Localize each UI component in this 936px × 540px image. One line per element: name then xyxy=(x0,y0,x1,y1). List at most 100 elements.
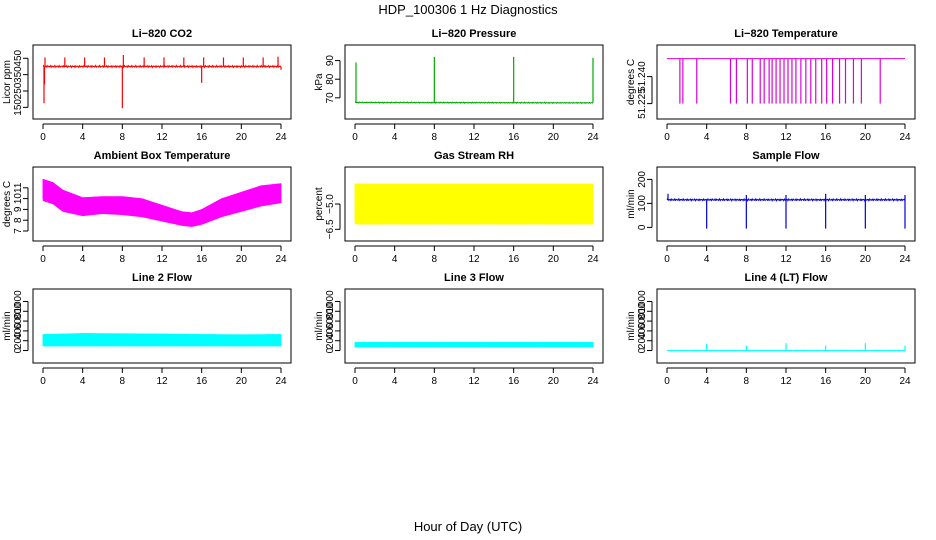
x-tick-label: 16 xyxy=(508,254,520,265)
data-series xyxy=(42,178,282,227)
y-tick-label: 200 xyxy=(637,332,648,349)
series-texture xyxy=(42,179,282,227)
y-axis-label: percent xyxy=(314,187,325,221)
y-tick-label: 400 xyxy=(13,322,24,339)
panel-title: Gas Stream RH xyxy=(434,150,514,162)
x-tick-label: 0 xyxy=(352,376,358,387)
y-tick-label: 800 xyxy=(325,302,336,319)
y-axis: 70 80 90 xyxy=(325,55,341,104)
y-tick-label: 350 xyxy=(13,66,24,83)
figure-x-axis-label: Hour of Day (UTC) xyxy=(414,519,522,534)
x-tick-label: 16 xyxy=(196,254,208,265)
panel-3: Li−820 Temperature degrees C 0 4 8 12 16 20 24 51… xyxy=(626,28,916,143)
data-series xyxy=(354,341,594,348)
plot-frame xyxy=(656,44,916,120)
y-tick-label: 1000 xyxy=(325,290,336,313)
series-texture xyxy=(42,333,282,347)
data-series xyxy=(666,343,906,352)
y-axis: 0 100 200 xyxy=(637,171,653,230)
y-tick-label: 600 xyxy=(325,312,336,329)
y-tick-label: 0 xyxy=(13,347,24,353)
panel-2: Li−820 Pressure kPa 0 4 8 12 16 20 24 70 80 90 xyxy=(314,28,604,143)
series-texture xyxy=(354,342,594,348)
y-tick-label: 1000 xyxy=(637,290,648,313)
x-tick-label: 16 xyxy=(508,376,520,387)
x-tick-label: 24 xyxy=(899,132,911,143)
plot-frame xyxy=(32,288,292,364)
y-tick-label: −6.5 xyxy=(325,219,336,239)
y-tick-label: 150 xyxy=(13,99,24,116)
x-tick-label: 20 xyxy=(548,254,560,265)
panel-title: Li−820 Temperature xyxy=(734,28,837,40)
y-tick-label: 9 xyxy=(13,206,24,212)
plot-frame xyxy=(656,166,916,242)
x-tick-label: 0 xyxy=(40,132,46,143)
x-axis: 0 4 8 12 16 20 24 xyxy=(664,123,911,143)
x-tick-label: 4 xyxy=(80,254,86,265)
y-axis-label: ml/min xyxy=(626,189,637,218)
x-tick-label: 24 xyxy=(275,376,287,387)
x-tick-label: 16 xyxy=(820,254,832,265)
x-tick-label: 20 xyxy=(548,376,560,387)
y-axis-label: ml/min xyxy=(2,311,13,340)
y-axis-label: ml/min xyxy=(314,311,325,340)
y-tick-label: 0 xyxy=(637,224,648,230)
y-axis-label: kPa xyxy=(314,73,325,91)
x-axis: 0 4 8 12 16 20 24 xyxy=(352,367,599,387)
x-tick-label: 0 xyxy=(352,132,358,143)
y-tick-label: 200 xyxy=(13,332,24,349)
x-axis: 0 4 8 12 16 20 24 xyxy=(40,123,287,143)
y-tick-label: 90 xyxy=(325,55,336,67)
panel-title: Line 3 Flow xyxy=(444,272,504,284)
data-series xyxy=(42,333,282,347)
y-axis: −6.5 −5.0 xyxy=(325,194,341,239)
x-tick-label: 8 xyxy=(120,132,126,143)
x-tick-label: 24 xyxy=(587,254,599,265)
y-tick-label: 100 xyxy=(637,195,648,212)
x-tick-label: 12 xyxy=(156,254,168,265)
x-tick-label: 20 xyxy=(236,254,248,265)
x-tick-label: 8 xyxy=(744,254,750,265)
y-tick-label: 600 xyxy=(637,312,648,329)
y-tick-label: 7 xyxy=(13,228,24,234)
x-tick-label: 20 xyxy=(860,254,872,265)
x-axis: 0 4 8 12 16 20 24 xyxy=(40,367,287,387)
x-tick-label: 16 xyxy=(196,132,208,143)
plot-frame xyxy=(32,166,292,242)
y-tick-label: 1000 xyxy=(13,290,24,313)
x-tick-label: 20 xyxy=(236,132,248,143)
x-tick-label: 0 xyxy=(40,376,46,387)
x-axis: 0 4 8 12 16 20 24 xyxy=(664,367,911,387)
data-series xyxy=(666,193,906,229)
x-tick-label: 12 xyxy=(468,132,480,143)
series-line xyxy=(42,64,282,69)
x-tick-label: 24 xyxy=(275,254,287,265)
y-tick-label: 450 xyxy=(13,49,24,66)
y-tick-label: 0 xyxy=(637,347,648,353)
y-axis-label: ml/min xyxy=(626,311,637,340)
panel-4: Ambient Box Temperature degrees C 0 4 8 12 16 2… xyxy=(2,150,292,265)
plot-frame xyxy=(32,44,292,120)
x-tick-label: 0 xyxy=(664,132,670,143)
y-tick-label: 70 xyxy=(325,92,336,104)
x-tick-label: 20 xyxy=(860,376,872,387)
x-tick-label: 24 xyxy=(587,376,599,387)
panel-title: Line 4 (LT) Flow xyxy=(745,272,828,284)
plot-frame xyxy=(344,166,604,242)
panel-title: Ambient Box Temperature xyxy=(94,150,231,162)
x-tick-label: 8 xyxy=(432,254,438,265)
y-tick-label: 800 xyxy=(637,302,648,319)
x-axis: 0 4 8 12 16 20 24 xyxy=(664,245,911,265)
x-tick-label: 8 xyxy=(432,376,438,387)
panel-title: Li−820 CO2 xyxy=(132,28,192,40)
x-tick-label: 20 xyxy=(236,376,248,387)
y-tick-label: 51.240 xyxy=(637,61,648,92)
y-tick-label: 8 xyxy=(13,217,24,223)
